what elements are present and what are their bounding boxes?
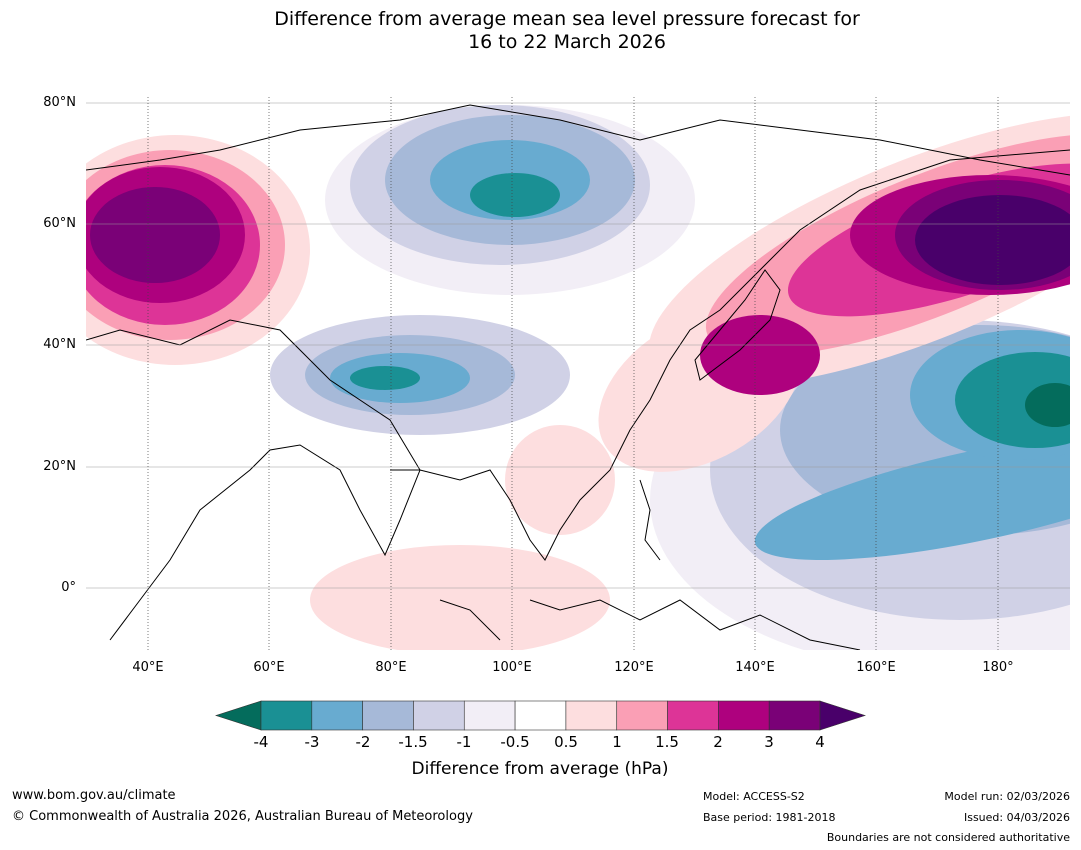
colorbar-swatch: [616, 700, 668, 731]
lon-label-60e: 60°E: [253, 660, 285, 675]
lon-label-140e: 140°E: [735, 660, 775, 675]
colorbar-swatch: [514, 700, 567, 731]
lon-label-80e: 80°E: [375, 660, 407, 675]
positive-anomaly-russia: [86, 135, 310, 365]
colorbar-tick-label: -4: [253, 733, 269, 751]
lon-label-40e: 40°E: [132, 660, 164, 675]
colorbar-extend-low: [215, 700, 262, 731]
lon-label-180: 180°: [982, 660, 1014, 675]
weak-positive-anomaly-indian-ocean: [310, 425, 615, 650]
website-link[interactable]: www.bom.gov.au/climate: [12, 788, 176, 803]
colorbar-swatch: [311, 700, 363, 731]
lon-label-100e: 100°E: [492, 660, 532, 675]
colorbar-tick-label: 1: [612, 733, 622, 751]
colorbar-tick-label: -2: [355, 733, 371, 751]
colorbar-title: Difference from average (hPa): [411, 759, 669, 779]
colorbar-swatch: [362, 700, 414, 731]
graticule-latitude: [86, 102, 1070, 589]
model-text: Model: ACCESS-S2: [703, 790, 805, 803]
model-run-text: Model run: 02/03/2026: [944, 790, 1070, 803]
colorbar-tick-label: 1.5: [655, 733, 679, 751]
negative-anomaly-pacific: [650, 320, 1070, 650]
colorbar: [215, 700, 866, 731]
issued-text: Issued: 04/03/2026: [963, 811, 1070, 824]
negative-anomaly-tibet: [270, 315, 570, 435]
colorbar-swatch: [260, 700, 313, 731]
colorbar-tick-label: 2: [713, 733, 723, 751]
colorbar-tick-label: -1: [456, 733, 472, 751]
base-period-text: Base period: 1981-2018: [703, 811, 836, 824]
negative-anomaly-siberia: [325, 105, 695, 295]
positive-anomaly-north-pacific: [598, 113, 1070, 472]
lat-label-40n: 40°N: [43, 337, 76, 352]
lon-label-120e: 120°E: [614, 660, 654, 675]
chart-title: Difference from average mean sea level p…: [0, 8, 1081, 54]
lon-label-160e: 160°E: [856, 660, 896, 675]
coastlines: [86, 104, 1070, 650]
title-line-1: Difference from average mean sea level p…: [274, 8, 860, 30]
colorbar-tick-label: 0.5: [554, 733, 578, 751]
lat-label-0: 0°: [61, 580, 76, 595]
colorbar-extend-high: [819, 700, 866, 731]
lat-label-60n: 60°N: [43, 216, 76, 231]
colorbar-tick-label: 3: [764, 733, 774, 751]
colorbar-swatch: [667, 700, 719, 731]
disclaimer-text: Boundaries are not considered authoritat…: [826, 831, 1070, 844]
graticule-longitude: [147, 97, 999, 650]
colorbar-tick-label: -1.5: [398, 733, 428, 751]
copyright-text: © Commonwealth of Australia 2026, Austra…: [12, 809, 473, 824]
colorbar-swatch: [718, 700, 770, 731]
colorbar-swatch: [463, 700, 516, 731]
title-line-2: 16 to 22 March 2026: [468, 31, 666, 53]
colorbar-swatch: [413, 700, 465, 731]
colorbar-tick-label: 4: [815, 733, 825, 751]
colorbar-swatch: [768, 700, 821, 731]
lat-label-20n: 20°N: [43, 459, 76, 474]
colorbar-tick-label: -3: [304, 733, 320, 751]
colorbar-swatch: [565, 700, 618, 731]
lat-label-80n: 80°N: [43, 95, 76, 110]
colorbar-tick-label: -0.5: [500, 733, 530, 751]
